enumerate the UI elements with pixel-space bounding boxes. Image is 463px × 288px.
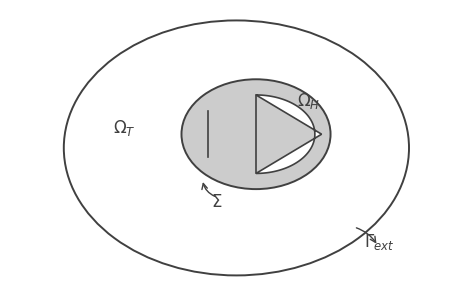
Text: $\Gamma_{ext}$: $\Gamma_{ext}$	[364, 232, 395, 252]
Text: $\Sigma$: $\Sigma$	[211, 194, 223, 211]
Polygon shape	[256, 95, 322, 173]
Text: $\Omega_T$: $\Omega_T$	[113, 118, 136, 138]
Text: $\Omega_H$: $\Omega_H$	[297, 91, 321, 111]
Ellipse shape	[181, 79, 331, 189]
